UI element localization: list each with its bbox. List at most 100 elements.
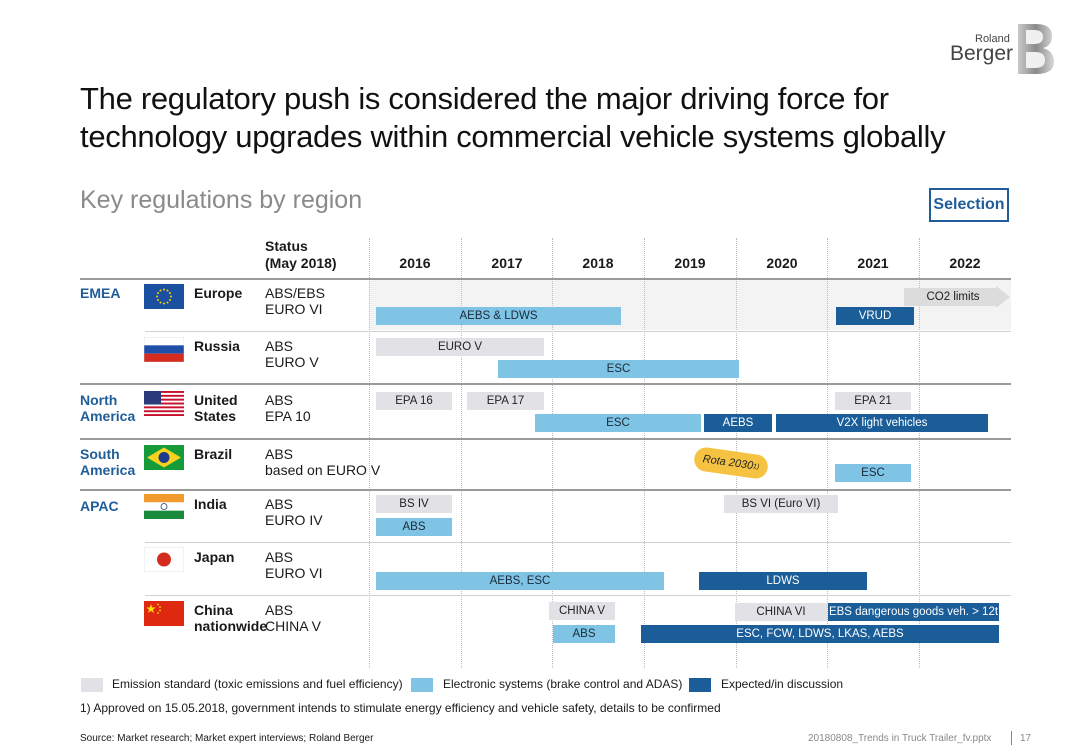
- legend-swatch-electronic: [411, 678, 433, 692]
- year-2022: 2022: [949, 255, 981, 271]
- gridline-2022: [919, 238, 920, 668]
- status-russia-1: ABS: [265, 338, 294, 354]
- divider-sa-apac: [80, 489, 1011, 491]
- status-india-1: ABS: [265, 496, 294, 512]
- footer-separator: [1011, 731, 1012, 745]
- country-us-2: States: [194, 408, 237, 424]
- bar-bs-iv: BS IV: [376, 495, 452, 513]
- country-russia: Russia: [194, 338, 240, 354]
- region-apac: APAC: [80, 498, 119, 514]
- status-china: ABS CHINA V: [265, 602, 321, 634]
- country-us-1: United: [194, 392, 238, 408]
- year-2020: 2020: [766, 255, 798, 271]
- bar-bs-vi: BS VI (Euro VI): [724, 495, 838, 513]
- bar-aebs-ldws: AEBS & LDWS: [376, 307, 621, 325]
- status-europe-1: ABS/EBS: [265, 285, 325, 301]
- bar-epa21: EPA 21: [835, 392, 911, 410]
- bar-us-esc: ESC: [535, 414, 701, 432]
- year-2017: 2017: [491, 255, 523, 271]
- page-subtitle: Key regulations by region: [80, 186, 363, 214]
- bar-brazil-esc: ESC: [835, 464, 911, 482]
- country-china-2: nationwide: [194, 618, 268, 634]
- year-2021: 2021: [857, 255, 889, 271]
- region-north-america: North America: [80, 392, 135, 424]
- status-header: Status (May 2018): [265, 238, 337, 272]
- country-china-1: China: [194, 602, 233, 618]
- header-divider: [80, 278, 1011, 280]
- page-title: The regulatory push is considered the ma…: [80, 81, 946, 154]
- bar-china-abs: ABS: [553, 625, 615, 643]
- gridline-2016: [369, 238, 370, 668]
- bar-japan-aebs-esc: AEBS, ESC: [376, 572, 664, 590]
- country-us: United States: [194, 392, 238, 424]
- logo-berger-text: Berger: [950, 42, 1014, 65]
- divider-europe-russia: [145, 331, 1011, 332]
- status-brazil-1: ABS: [265, 446, 294, 462]
- rota-2030-label: Rota 2030: [701, 453, 754, 473]
- gridline-2019: [644, 238, 645, 668]
- status-us-2: EPA 10: [265, 408, 311, 424]
- bar-epa16: EPA 16: [376, 392, 452, 410]
- bar-china-v: CHINA V: [549, 602, 615, 620]
- gridline-2021: [827, 238, 828, 668]
- page-number: 17: [1020, 733, 1032, 744]
- selection-badge: Selection: [929, 188, 1009, 222]
- bar-india-abs: ABS: [376, 518, 452, 536]
- india-flag-icon: [144, 494, 184, 519]
- bar-epa17: EPA 17: [467, 392, 544, 410]
- status-header-line2: (May 2018): [265, 255, 337, 271]
- year-2018: 2018: [582, 255, 614, 271]
- co2-limits-label: CO2 limits: [926, 291, 980, 303]
- status-russia-2: EURO V: [265, 354, 319, 370]
- status-brazil-2: based on EURO V: [265, 462, 381, 478]
- status-header-line1: Status: [265, 238, 308, 254]
- region-na-line2: America: [80, 408, 136, 424]
- divider-india-japan: [145, 542, 1011, 543]
- year-2016: 2016: [399, 255, 431, 271]
- status-europe: ABS/EBS EURO VI: [265, 285, 325, 317]
- region-south-america: South America: [80, 446, 135, 478]
- japan-flag-icon: [144, 547, 184, 572]
- bar-china-esc-group: ESC, FCW, LDWS, LKAS, AEBS: [641, 625, 999, 643]
- status-japan-1: ABS: [265, 549, 294, 565]
- china-flag-icon: [144, 601, 184, 626]
- status-europe-2: EURO VI: [265, 301, 323, 317]
- status-india-2: EURO IV: [265, 512, 323, 528]
- year-2019: 2019: [674, 255, 706, 271]
- footnote: 1) Approved on 15.05.2018, government in…: [80, 701, 721, 715]
- legend-expected: Expected/in discussion: [721, 677, 844, 691]
- brazil-flag-icon: [144, 445, 184, 470]
- country-china: China nationwide: [194, 602, 267, 634]
- country-europe: Europe: [194, 285, 243, 301]
- region-sa-line2: America: [80, 462, 136, 478]
- status-japan: ABS EURO VI: [265, 549, 323, 581]
- bar-ebs-dangerous-goods: EBS dangerous goods veh. > 12t: [828, 603, 999, 621]
- bar-vrud: VRUD: [836, 307, 914, 325]
- region-emea: EMEA: [80, 285, 121, 301]
- gridline-2018: [552, 238, 553, 668]
- bar-china-vi: CHINA VI: [735, 603, 827, 621]
- rota-footnote-ref: 1): [752, 462, 760, 471]
- divider-emea-na: [80, 383, 1011, 385]
- divider-na-sa: [80, 438, 1011, 440]
- country-japan: Japan: [194, 549, 235, 565]
- region-na-line1: North: [80, 392, 118, 408]
- status-china-2: CHINA V: [265, 618, 322, 634]
- bar-japan-ldws: LDWS: [699, 572, 867, 590]
- russia-flag-icon: [144, 337, 184, 362]
- status-japan-2: EURO VI: [265, 565, 323, 581]
- status-us: ABS EPA 10: [265, 392, 311, 424]
- us-flag-icon: [144, 391, 184, 416]
- legend-electronic: Electronic systems (brake control and AD…: [443, 677, 683, 691]
- bar-euro-v: EURO V: [376, 338, 544, 356]
- source-note: Source: Market research; Market expert i…: [80, 733, 374, 744]
- region-sa-line1: South: [80, 446, 120, 462]
- roland-berger-logo-icon: [1018, 24, 1054, 74]
- rota-2030-badge: Rota 2030 1): [692, 445, 770, 481]
- status-china-1: ABS: [265, 602, 294, 618]
- eu-flag-icon: [144, 284, 184, 309]
- status-india: ABS EURO IV: [265, 496, 323, 528]
- bar-russia-esc: ESC: [498, 360, 739, 378]
- arrow-right-icon: [904, 286, 1010, 308]
- divider-japan-china: [145, 595, 1011, 596]
